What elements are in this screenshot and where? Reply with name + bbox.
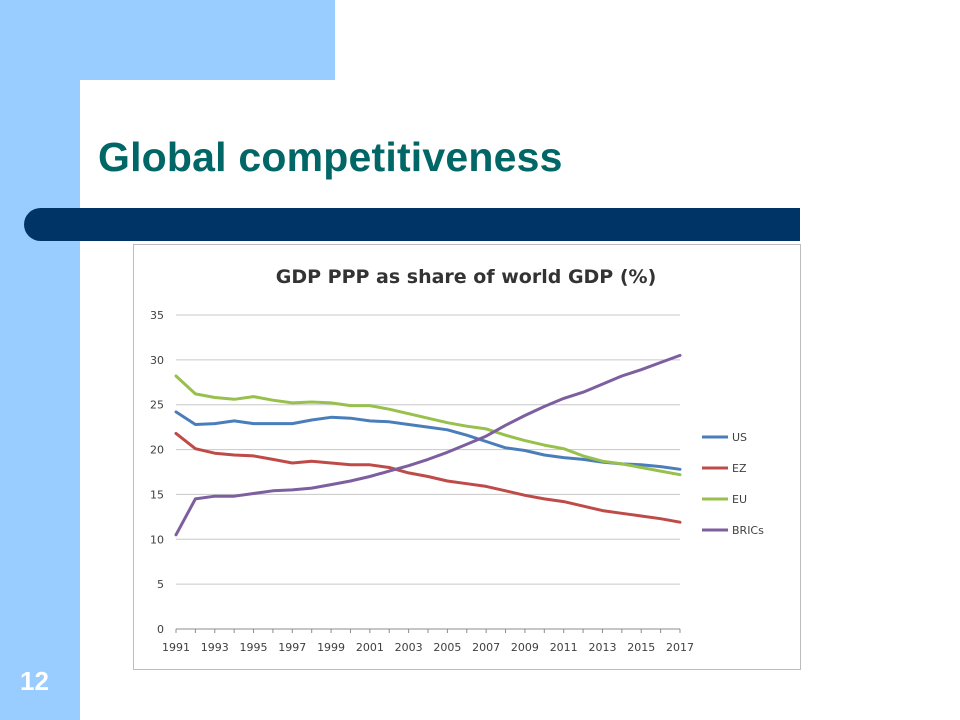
slide-title: Global competitiveness — [98, 134, 563, 180]
x-tick-label: 1999 — [317, 641, 345, 654]
series-line-brics — [174, 353, 682, 537]
legend-label-brics: BRICs — [732, 524, 764, 537]
y-tick-label: 0 — [157, 623, 164, 636]
x-tick-label: 1993 — [201, 641, 229, 654]
x-tick-label: 2007 — [472, 641, 500, 654]
legend-label-us: US — [732, 431, 747, 444]
legend-label-eu: EU — [732, 493, 747, 506]
gdp-share-chart: GDP PPP as share of world GDP (%) 0 5 10 15… — [150, 266, 764, 654]
y-tick-label: 15 — [150, 488, 164, 501]
series-line-eu — [174, 374, 682, 477]
y-tick-label: 30 — [150, 354, 164, 367]
x-tick-label: 2009 — [511, 641, 539, 654]
slide-sidebar — [0, 0, 80, 720]
y-tick-label: 20 — [150, 444, 164, 457]
x-tick-label: 2011 — [550, 641, 578, 654]
chart-legend: US EZ EU BRICs — [702, 431, 764, 537]
y-tick-label: 10 — [150, 533, 164, 546]
legend-label-ez: EZ — [732, 462, 747, 475]
x-tick-label: 2001 — [356, 641, 384, 654]
x-tick-label: 2015 — [627, 641, 655, 654]
y-tick-label: 35 — [150, 309, 164, 322]
x-tick-label: 1995 — [240, 641, 268, 654]
slide-corner — [80, 80, 160, 160]
x-tick-label: 1997 — [278, 641, 306, 654]
title-underline-bar — [24, 208, 800, 241]
page-number: 12 — [20, 666, 49, 696]
x-tick-label: 2013 — [588, 641, 616, 654]
y-axis-ticks: 0 5 10 15 20 25 30 35 — [150, 309, 164, 636]
y-tick-label: 5 — [157, 578, 164, 591]
x-tick-label: 1991 — [162, 641, 190, 654]
series-line-ez — [174, 431, 682, 524]
x-tick-label: 2003 — [395, 641, 423, 654]
chart-series — [174, 353, 682, 537]
y-tick-label: 25 — [150, 399, 164, 412]
slide-top-block — [0, 0, 335, 80]
x-axis-ticks: 1991 1993 1995 1997 1999 2001 2003 2005 2007 2009… — [162, 629, 694, 654]
x-tick-label: 2017 — [666, 641, 694, 654]
x-tick-label: 2005 — [433, 641, 461, 654]
chart-frame: GDP PPP as share of world GDP (%) 0 5 10 15… — [133, 244, 801, 670]
chart-title: GDP PPP as share of world GDP (%) — [276, 266, 657, 288]
series-line-us — [174, 410, 682, 471]
chart-gridlines — [176, 314, 680, 630]
